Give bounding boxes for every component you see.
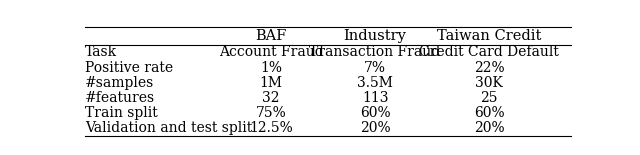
Text: 22%: 22% (474, 61, 504, 75)
Text: 20%: 20% (360, 121, 390, 135)
Text: Credit Card Default: Credit Card Default (419, 45, 559, 59)
Text: Account Fraud: Account Fraud (219, 45, 323, 59)
Text: 3.5M: 3.5M (357, 76, 393, 90)
Text: 75%: 75% (255, 106, 286, 120)
Text: BAF: BAF (255, 29, 287, 43)
Text: 1%: 1% (260, 61, 282, 75)
Text: Positive rate: Positive rate (85, 61, 173, 75)
Text: Train split: Train split (85, 106, 157, 120)
Text: 25: 25 (481, 91, 498, 105)
Text: Task: Task (85, 45, 117, 59)
Text: Taiwan Credit: Taiwan Credit (437, 29, 541, 43)
Text: 113: 113 (362, 91, 388, 105)
Text: 1M: 1M (259, 76, 282, 90)
Text: Industry: Industry (344, 29, 406, 43)
Text: 12.5%: 12.5% (249, 121, 293, 135)
Text: #features: #features (85, 91, 155, 105)
Text: 20%: 20% (474, 121, 504, 135)
Text: Transaction Fraud: Transaction Fraud (310, 45, 441, 59)
Text: 32: 32 (262, 91, 280, 105)
Text: Validation and test split: Validation and test split (85, 121, 252, 135)
Text: 60%: 60% (360, 106, 390, 120)
Text: 30K: 30K (476, 76, 503, 90)
Text: #samples: #samples (85, 76, 154, 90)
Text: 7%: 7% (364, 61, 386, 75)
Text: 60%: 60% (474, 106, 504, 120)
